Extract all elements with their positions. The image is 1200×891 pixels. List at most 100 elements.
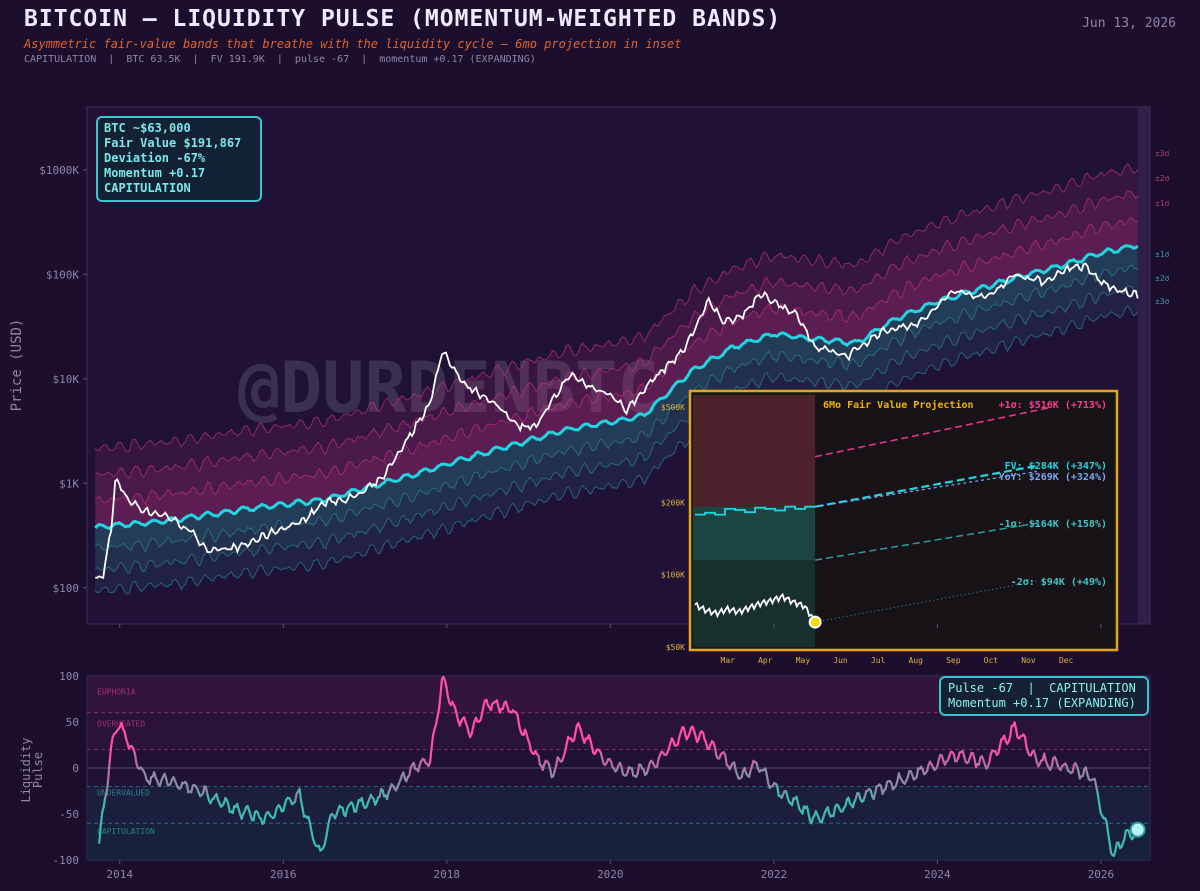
pulse-segment [733,761,737,772]
band-label: ±1σ [1155,199,1170,208]
projection-label: -2σ: $94K (+49%) [1011,577,1107,588]
band-label: ±2σ [1155,274,1170,283]
pulse-segment [110,736,114,748]
pulse-segment [1071,764,1076,774]
projection-yoy [815,470,1038,508]
pulse-segment [439,677,444,696]
pulse-segment [1123,829,1127,841]
pulse-segment [915,767,920,778]
pulse-segment [408,766,412,777]
band-label: ±2σ [1155,174,1170,183]
inset-xtick-label: Jul [871,656,886,665]
projection-label: FV: $284K (+347%) [1005,461,1107,472]
info-regime: CAPITULATION [104,181,191,195]
inset-price-history [694,592,817,626]
liquidity-pulse-line [98,675,1139,857]
pulse-segment [590,745,595,754]
band-label: ±1σ [1155,250,1170,259]
pulse-segment [636,763,641,775]
xtick-label: 2016 [270,868,297,881]
pulse-segment [528,742,533,752]
pulse-segment [437,693,442,711]
upper-band-2sigma [95,191,1138,529]
projection-fair-value [814,464,1038,508]
main-ytick-label: $100 [53,582,80,595]
zone-capitulation [87,823,1150,860]
pulse-segment [724,754,728,767]
pulse-segment [204,786,209,797]
pulse-segment [537,754,541,766]
upper-band-line-2sigma [95,190,1139,480]
xtick-label: 2014 [106,868,133,881]
inset-xtick-label: Oct [984,656,999,665]
pulse-segment [293,792,298,803]
pulse-segment [323,835,328,846]
inset-xtick-label: Apr [758,656,773,665]
upper-band-line-3sigma [94,162,1139,453]
pulse-segment [1098,802,1102,814]
pulse-segment [344,807,349,818]
zone-label: CAPITULATION [97,827,155,836]
xtick-label: 2018 [434,868,461,881]
pulse-segment [310,829,314,840]
projection-upper-1sigma [815,406,1051,458]
pulse-segment [620,765,625,776]
pulse-segment [1108,841,1113,854]
pulse-segment [988,752,992,764]
pulse-segment [997,745,1001,755]
pulse-segment [1106,831,1111,844]
pulse-segment [655,757,660,768]
pulse-segment [832,806,837,818]
projection-label: -1σ: $164K (+158%) [999,519,1107,530]
pulse-segment [99,811,104,827]
pulse-ytick-label: 0 [72,762,79,775]
btc-price-line [95,262,1139,579]
current-status-box: BTC ~$63,000 Fair Value $191,867 Deviati… [96,116,262,202]
upper-band-3sigma [95,163,1138,529]
pulse-segment [1114,841,1119,852]
xtick-label: 2020 [597,868,624,881]
lower-band-line-2sigma [95,285,1139,575]
pulse-segment [1105,820,1110,834]
projection-lower-1sigma [815,522,1038,561]
band-label: ±3σ [1155,297,1170,306]
zone-label: UNDERVALUED [97,789,150,798]
inset-current-price-marker [808,615,822,629]
upper-band-1sigma [95,217,1138,529]
main-ytick-label: $100K [46,268,79,281]
pulse-segment [682,726,687,736]
upper-band-line-1sigma [94,216,1138,505]
pulse-segment [574,724,579,734]
inset-xtick-label: May [796,656,811,665]
pulse-segment [231,804,236,815]
info-deviation: Deviation -67% [104,151,206,165]
pulse-segment [765,774,770,785]
pulse-segment [1014,727,1019,739]
pulse-segment [1009,724,1013,738]
pulse-segment [301,806,306,818]
inset-ytick-label: $50K [666,643,685,652]
pulse-segment [795,795,800,805]
pulse-ytick-label: -50 [59,808,79,821]
projection-shade [1137,107,1150,624]
pulse-segment [1096,792,1101,805]
pulse-segment [713,746,718,757]
pulse-segment [326,819,331,829]
pulse-segment [428,746,433,764]
pulse-segment [470,726,475,736]
pulse-segment [262,814,267,824]
pulse-segment [952,752,957,763]
pulse-segment [445,685,449,698]
lower-band-line-3sigma [94,305,1139,595]
pulse-segment [998,738,1003,748]
pulse-segment [563,743,568,753]
pulse-segment [764,767,768,777]
pulse-segment [1043,752,1047,762]
pulse-segment [252,810,257,822]
pulse-segment [341,806,346,816]
pulse-segment [1081,768,1086,777]
pulse-segment [454,707,458,716]
pulse-segment [299,799,304,810]
pulse-segment [430,734,435,749]
pulse-segment [1095,785,1099,795]
